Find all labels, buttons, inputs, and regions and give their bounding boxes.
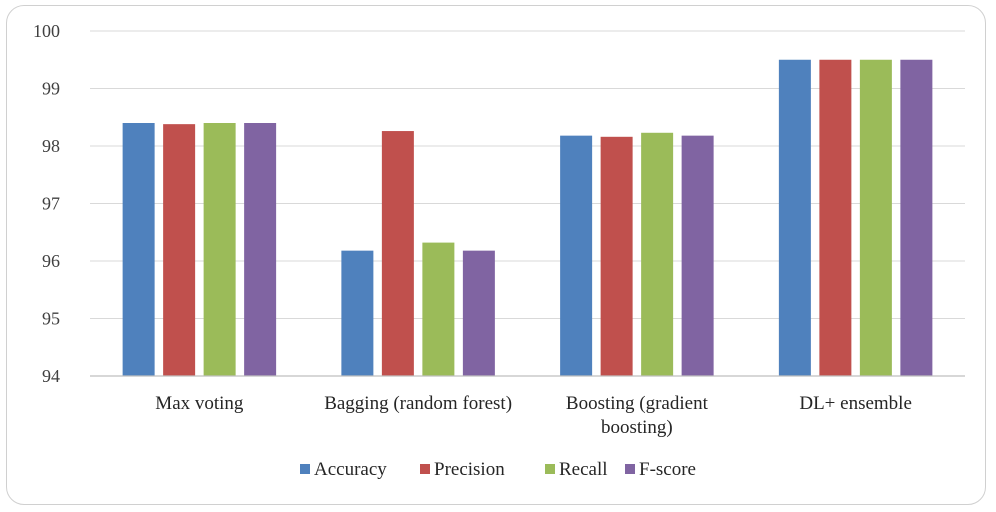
bar-recall — [859, 59, 892, 376]
y-tick-label: 95 — [42, 309, 60, 329]
bar-f-score — [681, 135, 714, 376]
legend-label: Accuracy — [314, 459, 387, 480]
legend-swatch — [545, 464, 555, 474]
bar-accuracy — [560, 135, 593, 376]
bar-recall — [641, 132, 674, 376]
bars — [122, 59, 933, 377]
legend-label: Precision — [434, 459, 505, 480]
bar-recall — [422, 242, 455, 376]
bar-accuracy — [122, 123, 155, 376]
bar-precision — [600, 136, 633, 376]
bar-f-score — [462, 250, 495, 376]
y-axis-ticks: 94 95 96 97 98 99 100 — [33, 21, 60, 386]
legend-swatch — [420, 464, 430, 474]
x-category-label: Boosting (gradient — [566, 393, 709, 414]
y-tick-label: 99 — [42, 79, 60, 99]
x-category-label: DL+ ensemble — [799, 393, 912, 414]
bar-accuracy — [341, 250, 374, 376]
y-tick-label: 97 — [42, 194, 60, 214]
y-tick-label: 94 — [42, 366, 60, 386]
bar-precision — [381, 131, 414, 376]
bar-precision — [819, 59, 852, 376]
gridlines — [90, 30, 965, 319]
bar-accuracy — [778, 59, 811, 376]
y-tick-label: 98 — [42, 136, 60, 156]
x-axis-categories: Max voting Bagging (random forest) Boostin… — [155, 393, 912, 438]
legend-swatch — [300, 464, 310, 474]
bar-f-score — [900, 59, 933, 376]
x-category-label: Max voting — [155, 393, 244, 414]
y-tick-label: 96 — [42, 251, 60, 271]
bar-precision — [163, 124, 196, 377]
legend-label: Recall — [559, 459, 608, 480]
bar-recall — [203, 123, 236, 376]
y-tick-label: 100 — [33, 21, 60, 41]
x-category-label: boosting) — [601, 417, 673, 438]
x-category-label: Bagging (random forest) — [324, 393, 512, 414]
legend-swatch — [625, 464, 635, 474]
legend: Accuracy Precision Recall F-score — [300, 459, 696, 480]
legend-label: F-score — [639, 459, 696, 480]
bar-f-score — [244, 123, 277, 376]
